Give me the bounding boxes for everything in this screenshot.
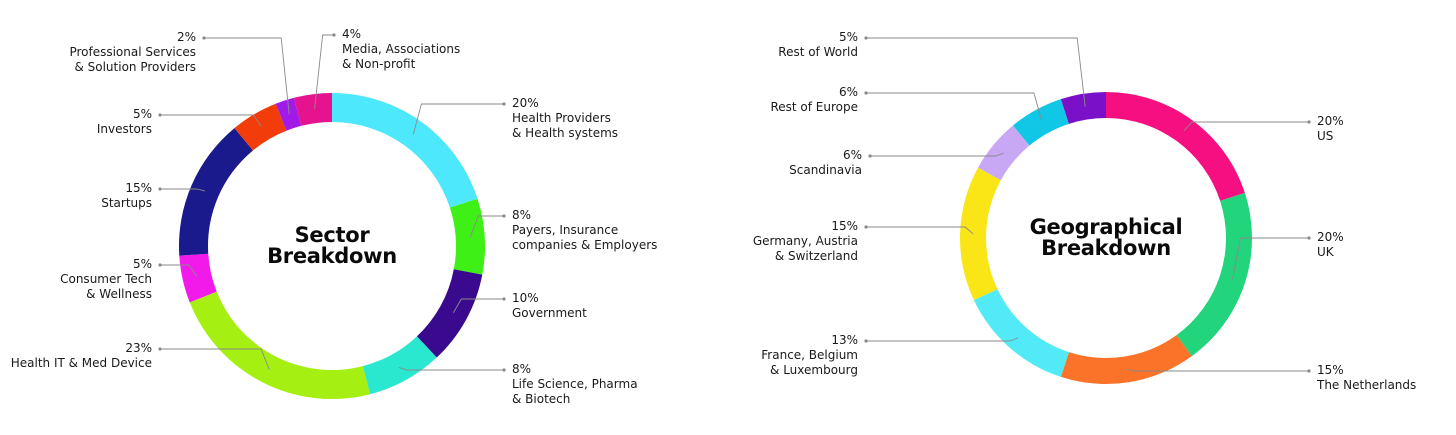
chart-title-2: Geographical Breakdown (1030, 215, 1183, 260)
leader-dot-2-2 (1307, 236, 1311, 240)
leader-dot-2-7 (864, 91, 868, 95)
leader-dot-2-3 (1307, 369, 1311, 373)
leader-dot-2-8 (864, 36, 868, 40)
leader-line-2-8 (866, 37, 1086, 107)
leader-dot-1-6 (158, 263, 162, 267)
slice-label-2-5: 15% Germany, Austria & Switzerland (753, 219, 858, 263)
leader-dot-1-5 (158, 347, 162, 351)
leader-line-1-8 (160, 114, 262, 128)
slice-label-1-9: 2% Professional Services & Solution Provid… (69, 30, 196, 74)
donut-slice-1-5 (189, 291, 371, 399)
leader-dot-2-6 (868, 154, 872, 158)
leader-dot-1-8 (158, 113, 162, 117)
slice-label-1-6: 5% Consumer Tech & Wellness (60, 257, 152, 301)
leader-line-1-7 (160, 188, 205, 192)
leader-line-2-4 (866, 337, 1019, 342)
donut-slice-2-3 (1060, 335, 1192, 384)
slice-label-2-6: 6% Scandinavia (789, 148, 862, 177)
slice-label-1-7: 15% Startups (101, 181, 152, 210)
leader-line-1-6 (160, 264, 198, 277)
slice-label-2-3: 15% The Netherlands (1316, 363, 1416, 392)
donut-slice-1-8 (234, 103, 287, 151)
slice-label-2-1: 20% US (1317, 114, 1344, 143)
donut-slice-2-7 (1012, 99, 1069, 146)
leader-line-1-4 (398, 366, 504, 371)
leader-dot-1-10 (332, 33, 336, 37)
leader-line-1-2 (469, 215, 504, 238)
donut-slice-2-8 (1060, 92, 1106, 124)
leader-line-1-9 (204, 37, 290, 115)
slice-label-1-8: 5% Investors (97, 107, 152, 136)
donut-slice-1-2 (449, 198, 486, 275)
slice-label-1-1: 20% Health Providers & Health systems (512, 96, 618, 140)
leader-dot-1-2 (502, 214, 506, 218)
donut-slice-2-1 (1106, 92, 1245, 201)
leader-line-2-7 (866, 92, 1043, 122)
leader-line-1-1 (412, 103, 504, 135)
leader-dot-1-7 (158, 187, 162, 191)
donut-slice-1-6 (179, 253, 217, 303)
donut-slice-2-6 (978, 125, 1030, 181)
slice-label-1-10: 4% Media, Associations & Non-profit (342, 27, 460, 71)
donut-slice-1-7 (179, 128, 253, 256)
donut-slice-2-4 (973, 289, 1069, 377)
donut-slice-1-1 (332, 93, 478, 208)
leader-line-1-3 (452, 298, 504, 313)
slice-label-1-4: 8% Life Science, Pharma & Biotech (512, 362, 638, 406)
donut-chart-1: 20% Health Providers & Health systems 8% Pay… (11, 27, 658, 406)
leader-dot-1-9 (202, 36, 206, 40)
donut-slice-1-9 (275, 97, 302, 131)
slice-label-2-2: 20% UK (1317, 230, 1344, 259)
donut-slice-2-5 (960, 167, 1001, 301)
leader-dot-1-1 (502, 102, 506, 106)
leader-line-2-6 (870, 152, 1004, 157)
leader-line-2-3 (1126, 368, 1309, 372)
slice-label-2-4: 13% France, Belgium & Luxembourg (761, 333, 858, 377)
leader-line-1-10 (314, 34, 334, 109)
slice-label-1-2: 8% Payers, Insurance companies & Employers (512, 208, 657, 252)
donut-slice-2-2 (1176, 192, 1252, 357)
slice-label-2-8: 5% Rest of World (778, 30, 858, 59)
donut-chart-2: 20% US 20% UK 15% The Netherlands 13% France, B… (753, 30, 1416, 392)
leader-line-2-1 (1183, 121, 1309, 131)
leader-dot-2-1 (1307, 120, 1311, 124)
slice-label-1-5: 23% Health IT & Med Device (11, 341, 152, 370)
donut-slice-1-3 (416, 269, 483, 358)
leader-dot-2-5 (864, 225, 868, 229)
chart-title-1: Sector Breakdown (267, 223, 397, 268)
leader-line-2-2 (1232, 237, 1309, 280)
donut-slice-1-10 (293, 93, 332, 126)
leader-line-1-5 (160, 348, 270, 370)
leader-dot-2-4 (864, 339, 868, 343)
leader-dot-1-3 (502, 297, 506, 301)
leader-line-2-5 (866, 226, 974, 235)
donut-slice-1-4 (362, 336, 437, 395)
leader-dot-1-4 (502, 368, 506, 372)
slice-label-1-3: 10% Government (512, 291, 587, 320)
slice-label-2-7: 6% Rest of Europe (770, 85, 858, 114)
